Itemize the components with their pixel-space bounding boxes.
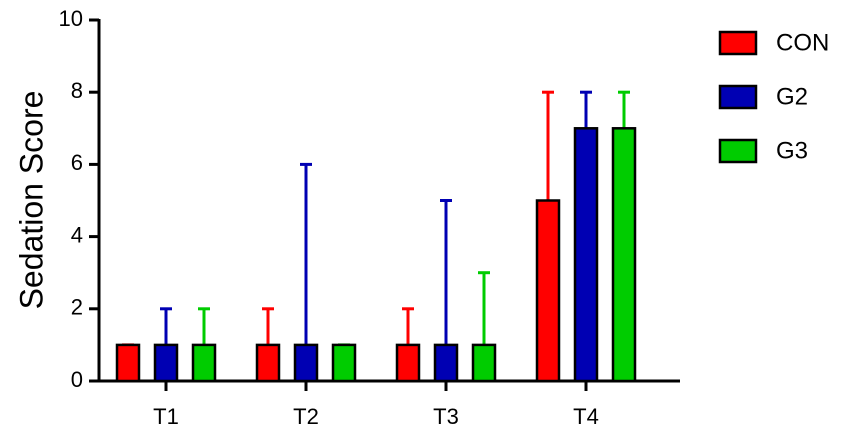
- bar-con-t2: [255, 343, 281, 383]
- bar-con-t1: [115, 343, 141, 383]
- legend-swatch-g3: [718, 138, 758, 164]
- y-tick-label: 10: [59, 6, 83, 31]
- x-tick-label: T4: [573, 404, 599, 429]
- x-tick-label: T1: [153, 404, 179, 429]
- y-tick-label: 6: [71, 150, 83, 175]
- bar-g2-t3: [433, 343, 459, 383]
- bar-con-t3: [395, 343, 421, 383]
- y-tick-label: 8: [71, 78, 83, 103]
- bar-g3-t3: [471, 343, 497, 383]
- bar-con-t4: [535, 199, 561, 383]
- y-axis-title: Sedation Score: [13, 91, 49, 310]
- x-tick-label: T3: [433, 404, 459, 429]
- bar-g2-t4: [573, 127, 599, 383]
- y-tick-label: 0: [71, 367, 83, 392]
- y-tick-label: 2: [71, 295, 83, 320]
- bar-g2-t1: [153, 343, 179, 383]
- bar-g3-t2: [331, 343, 357, 383]
- bar-g3-t4: [611, 127, 637, 383]
- y-tick-label: 4: [71, 222, 83, 247]
- bar-g2-t2: [293, 343, 319, 383]
- plot-area: 0 2 4 6 8 10 T1 T2 T3 T4: [59, 6, 680, 429]
- bar-g3-t1: [191, 343, 217, 383]
- x-tick-label: T2: [293, 404, 319, 429]
- legend-label-con: CON: [776, 29, 829, 56]
- legend: CON G2 G3: [718, 29, 829, 164]
- legend-label-g2: G2: [776, 83, 808, 110]
- legend-label-g3: G3: [776, 137, 808, 164]
- legend-swatch-g2: [718, 84, 758, 110]
- legend-swatch-con: [718, 30, 758, 56]
